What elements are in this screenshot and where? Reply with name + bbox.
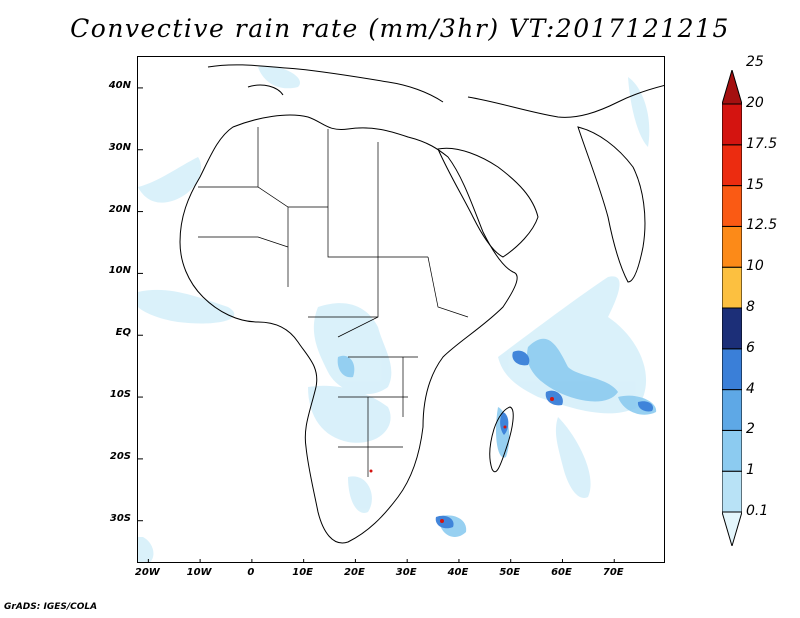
map-plot [138, 64, 664, 562]
colorbar-level-label: 1 [746, 462, 755, 479]
lon-label: 10E [292, 567, 314, 578]
lon-label: 60E [551, 567, 572, 578]
colorbar-segment [722, 389, 742, 431]
rain-field-heavy [435, 350, 654, 529]
colorbar-level-label: 20 [746, 95, 764, 111]
lat-label: 10S [109, 389, 131, 401]
lat-label: EQ [115, 327, 131, 339]
colorbar-segment [722, 348, 742, 391]
lon-label: 10W [186, 567, 212, 578]
colorbar-segment [722, 103, 742, 146]
colorbar-segment [722, 185, 742, 227]
colorbar-segment [722, 511, 742, 546]
lon-label: 50E [499, 567, 521, 578]
colorbar-segment [722, 429, 742, 472]
colorbar-level-label: 17.5 [746, 135, 778, 152]
rain-field-light [138, 66, 650, 562]
lat-label: 20N [108, 203, 131, 215]
colorbar-segment [722, 266, 742, 309]
colorbar-segment [722, 470, 742, 513]
colorbar-level-label: 2 [746, 421, 755, 438]
colorbar [722, 70, 742, 546]
colorbar-level-label: 10 [746, 258, 764, 275]
colorbar-level-label: 4 [746, 380, 755, 397]
lat-label: 10N [108, 265, 131, 277]
map-title: Convective rain rate (mm/3hr) VT:2017121… [70, 14, 730, 43]
colorbar-level-label: 15 [746, 176, 764, 193]
colorbar-segment [722, 70, 742, 105]
rain-cells-intense [369, 397, 554, 523]
lon-label: 70E [602, 567, 624, 578]
colorbar-level-label: 12.5 [746, 217, 778, 234]
colorbar-segment [722, 307, 742, 350]
lat-label: 30N [108, 141, 131, 153]
lat-label: 30S [109, 512, 131, 524]
lat-label: 40N [108, 79, 131, 91]
lon-label: 40E [447, 567, 469, 578]
colorbar-segment [722, 225, 742, 268]
lon-label: 30E [395, 567, 417, 578]
colorbar-level-label: 25 [746, 54, 764, 71]
axis-ticks [138, 87, 615, 562]
lon-label: 20W [134, 567, 160, 578]
lat-label: 20S [109, 450, 131, 462]
coastlines [179, 64, 664, 544]
colorbar-level-label: 6 [746, 339, 755, 356]
country-borders [198, 127, 469, 477]
colorbar-level-label: 0.1 [746, 503, 769, 519]
colorbar-level-label: 8 [746, 299, 755, 315]
colorbar-segment [722, 144, 742, 187]
lon-label: 0 [247, 567, 255, 578]
lon-label: 20E [344, 567, 365, 578]
grads-credit: GrADS: IGES/COLA [4, 602, 98, 612]
map-panel [137, 56, 665, 563]
